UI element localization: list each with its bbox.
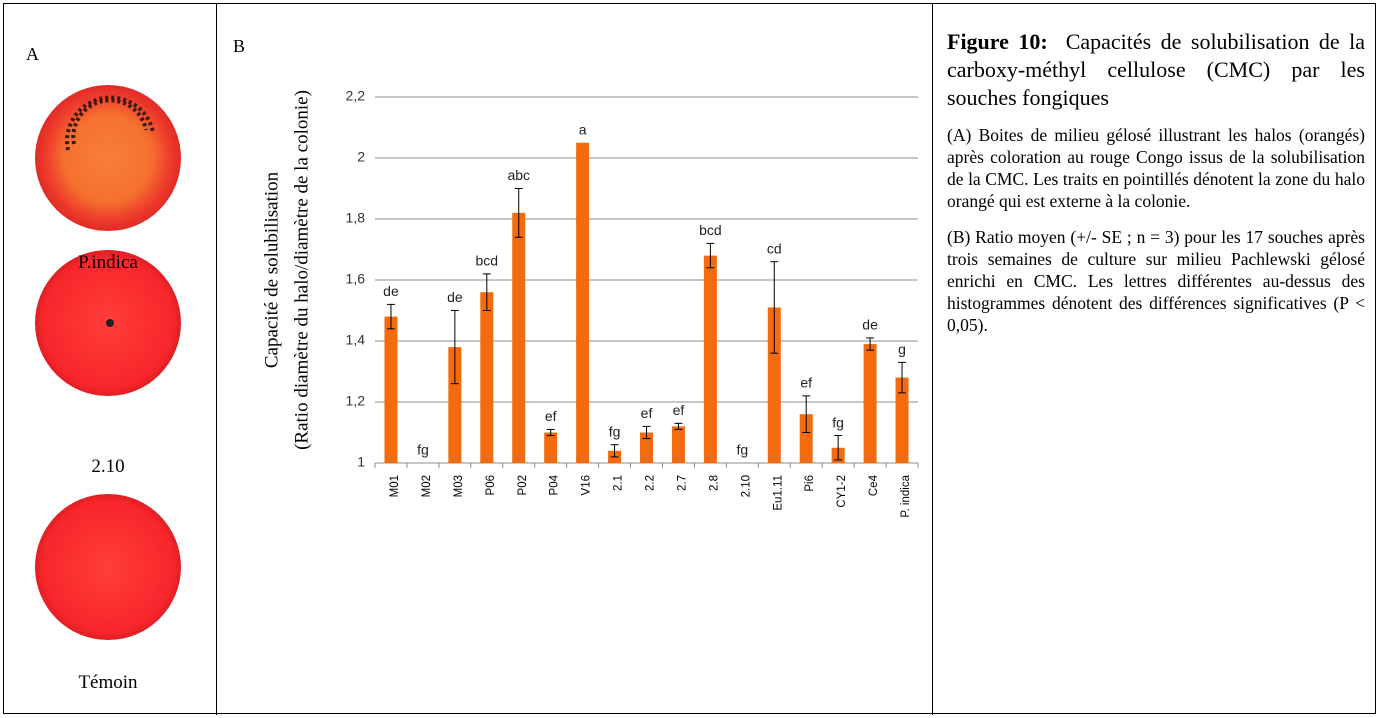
significance-letter: de <box>862 317 878 333</box>
y-tick-label: 1,2 <box>346 393 366 409</box>
figure-title: Capacités de solubilisation de la carbox… <box>947 29 1365 110</box>
table-frame <box>3 3 1376 714</box>
bar <box>863 344 877 463</box>
panel-label: B <box>233 36 245 56</box>
significance-letter: ef <box>545 408 557 424</box>
bar <box>512 212 526 463</box>
y-tick-label: 1,4 <box>346 332 366 348</box>
x-tick-label: 2.7 <box>676 475 688 491</box>
x-tick-label: CY1-2 <box>836 475 848 508</box>
significance-letter: abc <box>507 167 530 183</box>
divider <box>216 3 217 715</box>
error-bar <box>898 361 907 394</box>
x-tick-label: 2.8 <box>708 475 720 491</box>
significance-letter: ef <box>673 402 685 418</box>
plate-label: P.indica <box>78 252 138 273</box>
y-axis-label: Capacité de solubilisation <box>261 171 282 368</box>
significance-letter: bcd <box>699 222 722 238</box>
bar <box>384 316 398 463</box>
error-bar <box>866 337 875 351</box>
x-tick-label: P04 <box>549 474 561 495</box>
y-tick-label: 1,6 <box>346 271 366 287</box>
halo-dots <box>65 95 155 151</box>
caption-title: Figure 10: Capacités de solubilisation de… <box>947 28 1365 112</box>
colony <box>106 319 114 327</box>
significance-letter: cd <box>767 240 782 256</box>
x-tick-label: Eu1.11 <box>772 475 784 511</box>
bar <box>671 426 685 463</box>
bar <box>640 432 653 463</box>
y-axis-label: (Ratio diamètre du halo/diamètre de la c… <box>291 90 312 450</box>
divider <box>932 3 933 715</box>
plate <box>35 85 181 231</box>
bar <box>895 377 909 463</box>
x-tick-label: P06 <box>485 475 497 495</box>
x-tick-label: 2.10 <box>740 475 752 497</box>
significance-letter: fg <box>736 442 748 458</box>
bar <box>703 255 717 463</box>
significance-letter: ef <box>641 405 653 421</box>
error-bar <box>802 395 811 433</box>
error-bar <box>546 428 555 437</box>
y-tick-label: 1,8 <box>346 210 366 226</box>
error-bar <box>450 310 459 385</box>
x-tick-label: V16 <box>581 475 593 495</box>
significance-letter: fg <box>832 414 844 430</box>
x-tick-label: P. indica <box>900 474 912 517</box>
bar <box>544 432 558 463</box>
bar <box>480 292 494 463</box>
caption-paragraph: (A) Boites de milieu gélosé illustrant l… <box>947 125 1365 211</box>
x-tick-label: 2.1 <box>613 475 625 491</box>
error-bar <box>834 435 843 461</box>
x-tick-label: P02 <box>517 475 529 495</box>
error-bar <box>482 273 491 311</box>
y-tick-label: 2 <box>357 149 365 165</box>
significance-letter: de <box>383 283 399 299</box>
bar <box>799 414 813 463</box>
chart: B 1 1,2 1,4 1,6 1,8 2 2,2 Capacité de solubilis… <box>233 36 919 518</box>
bar <box>448 347 462 463</box>
y-tick-label: 1 <box>357 454 365 470</box>
plates <box>35 85 181 640</box>
caption: Figure 10: Capacités de solubilisation de… <box>947 28 1365 350</box>
caption-paragraph: (B) Ratio moyen (+/- SE ; n = 3) pour le… <box>947 227 1365 335</box>
error-bar <box>386 303 395 330</box>
error-bar <box>514 188 523 238</box>
bar <box>576 142 590 463</box>
significance-letter: fg <box>609 423 621 439</box>
error-bar <box>706 242 715 269</box>
error-bar <box>642 425 651 440</box>
bar <box>767 307 781 463</box>
significance-letter: ef <box>800 375 812 391</box>
y-tick-label: 2,2 <box>346 88 366 104</box>
significance-letter: de <box>447 289 463 305</box>
significance-letter: a <box>579 121 587 137</box>
plate-label: Témoin <box>78 672 138 693</box>
error-bar <box>610 444 619 458</box>
x-tick-label: 2.2 <box>645 475 657 491</box>
plate <box>35 494 181 640</box>
x-tick-label: M01 <box>389 475 401 497</box>
plate-label: 2.10 <box>91 456 125 477</box>
error-bar <box>770 261 779 354</box>
error-bar <box>674 422 683 430</box>
x-tick-label: M02 <box>421 475 433 497</box>
panel-label: A <box>26 44 39 64</box>
significance-letter: bcd <box>476 253 499 269</box>
x-tick-label: M03 <box>453 475 465 497</box>
figure-number: Figure 10: <box>947 29 1048 54</box>
significance-letter: g <box>898 341 906 357</box>
x-tick-label: Ce4 <box>868 474 880 496</box>
significance-letter: fg <box>417 442 429 458</box>
x-tick-label: Pi6 <box>804 475 816 492</box>
